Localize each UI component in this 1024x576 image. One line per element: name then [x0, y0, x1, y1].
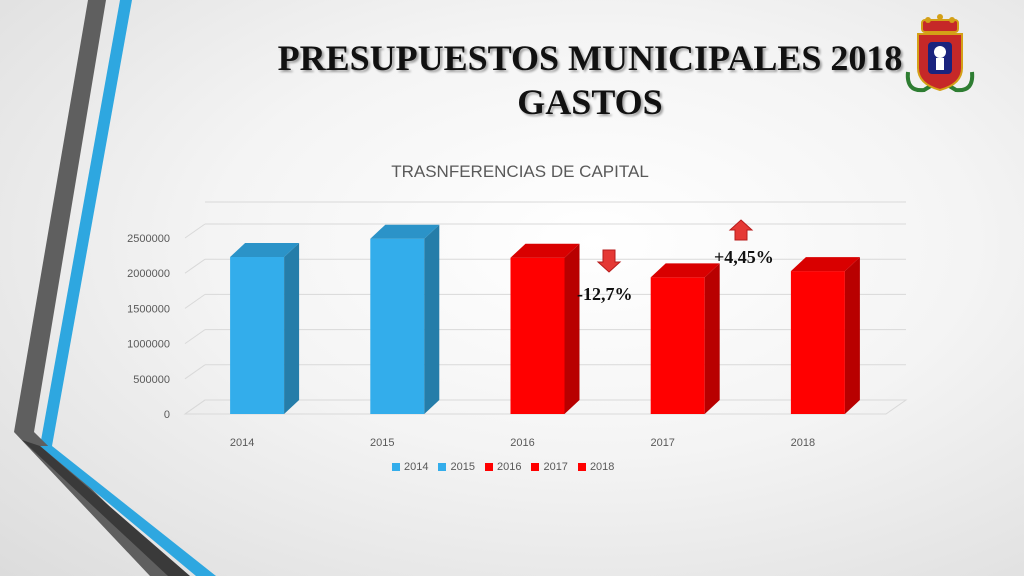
- legend-entry: 2014: [392, 461, 428, 473]
- legend-swatch: [577, 463, 586, 471]
- gridline-depth: [184, 258, 206, 274]
- gridline-depth: [184, 364, 206, 380]
- bar-2018: [790, 271, 845, 414]
- title-line-2: GASTOS: [517, 82, 663, 122]
- page-title: PRESUPUESTOS MUNICIPALES 2018 GASTOS: [160, 36, 1020, 124]
- legend-swatch: [484, 463, 493, 471]
- x-tick-label: 2018: [791, 437, 815, 449]
- bar-top-2016: [510, 243, 580, 258]
- legend-entry: 2015: [438, 461, 475, 473]
- title-line-1: PRESUPUESTOS MUNICIPALES 2018: [277, 38, 903, 78]
- chart-legend: 2014 2015 2016 2017 2018: [392, 461, 642, 473]
- deco-stripe-gray: [14, 0, 106, 432]
- x-tick-label: 2015: [370, 437, 394, 449]
- legend-label: 2016: [496, 461, 522, 473]
- gridline-depth: [184, 293, 206, 309]
- arrow-up-icon: [728, 219, 754, 241]
- legend-label: 2018: [589, 461, 615, 473]
- bar-side-2018: [844, 257, 860, 414]
- bar-side-2015: [424, 224, 440, 414]
- bar-side-2016: [564, 243, 580, 414]
- deco-stripe-blue-lower: [40, 446, 216, 576]
- y-tick-label: 1000000: [127, 339, 170, 351]
- bar-2016: [510, 257, 565, 414]
- bar-side-2014: [284, 243, 300, 414]
- legend-entry: 2016: [484, 461, 522, 473]
- bar-2014: [230, 257, 285, 414]
- bar-side-2017: [704, 263, 720, 414]
- gridline-depth: [184, 329, 206, 345]
- bar-top-2017: [650, 263, 720, 278]
- arrow-down-icon: [596, 249, 622, 273]
- y-tick-label: 1500000: [127, 303, 170, 315]
- legend-entry: 2018: [577, 461, 615, 473]
- x-tick-label: 2017: [650, 437, 674, 449]
- decrease-annotation: -12,7%: [577, 284, 633, 304]
- bar-2015: [370, 238, 425, 414]
- legend-entry: 2017: [531, 461, 568, 473]
- y-tick-label: 0: [164, 409, 170, 421]
- legend-label: 2014: [404, 461, 429, 473]
- bar-top-2015: [370, 224, 440, 239]
- legend-label: 2015: [450, 461, 475, 473]
- deco-stripe-blue: [40, 0, 132, 446]
- increase-annotation: +4,45%: [714, 247, 774, 267]
- legend-swatch: [392, 463, 400, 471]
- legend-swatch: [438, 463, 447, 471]
- municipal-crest-logo: [905, 14, 975, 93]
- y-tick-label: 500000: [133, 374, 170, 386]
- chart-title: TRASNFERENCIAS DE CAPITAL: [391, 162, 649, 181]
- x-tick-label: 2016: [510, 437, 534, 449]
- bar-2017: [650, 277, 705, 414]
- legend-swatch: [531, 463, 540, 471]
- x-tick-label: 2014: [230, 437, 254, 449]
- legend-label: 2017: [543, 461, 568, 473]
- bar-top-2018: [790, 257, 860, 272]
- y-tick-label: 2500000: [127, 233, 170, 245]
- gridline-depth: [184, 223, 206, 239]
- y-tick-label: 2000000: [127, 268, 170, 280]
- deco-stripe-dark: [22, 440, 190, 576]
- bar-top-2014: [230, 243, 300, 258]
